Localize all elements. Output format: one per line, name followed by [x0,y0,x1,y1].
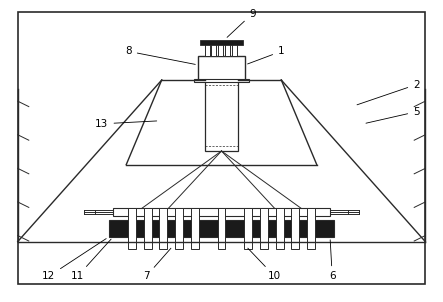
Text: 6: 6 [329,240,335,281]
Bar [276,208,284,249]
Bar [144,208,152,249]
Bar [244,208,252,249]
Bar [232,43,237,56]
Bar [225,43,230,56]
Bar [159,208,167,249]
Bar [194,79,249,82]
Bar [260,208,268,249]
Text: 10: 10 [248,248,281,281]
Bar [191,208,199,249]
Bar [218,208,225,249]
Bar [175,208,183,249]
Bar [200,40,243,45]
Bar [307,208,315,249]
Bar [128,208,136,249]
Text: 11: 11 [71,239,111,281]
Text: 2: 2 [357,79,420,105]
Bar [218,43,223,56]
Text: 13: 13 [95,119,157,129]
Text: 7: 7 [143,248,171,281]
Text: 9: 9 [227,8,256,37]
Bar [211,43,216,56]
Text: 12: 12 [42,239,106,281]
Bar [291,208,299,249]
Bar [205,43,210,56]
Bar [113,208,330,216]
Text: 5: 5 [366,107,420,123]
Text: 8: 8 [125,46,195,64]
Bar [198,56,245,80]
Text: 1: 1 [248,46,284,64]
Bar [109,220,334,237]
Bar [205,80,238,151]
